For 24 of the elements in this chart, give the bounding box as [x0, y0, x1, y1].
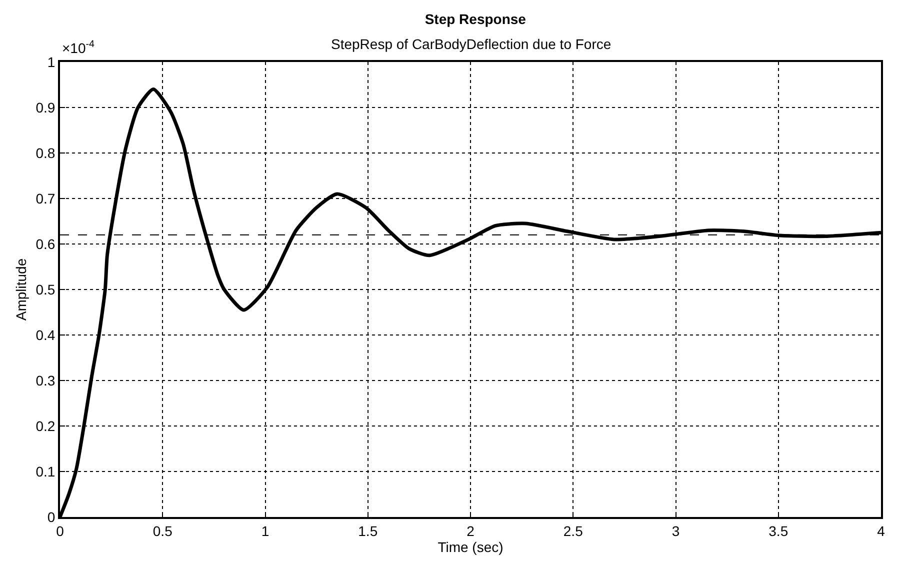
y-tick-label: 0.2 [36, 418, 56, 434]
y-tick-label: 0.4 [36, 326, 56, 343]
y-tick-label: 0.3 [36, 372, 56, 388]
chart-subtitle: StepResp of CarBodyDeflection due to Force [331, 36, 612, 52]
y-tick-label: 0 [47, 508, 56, 525]
y-tick-label: 0.1 [36, 463, 56, 480]
x-tick-label: 0.5 [152, 522, 173, 539]
x-tick-label: 2.5 [563, 522, 584, 539]
y-tick-label: 0.8 [36, 144, 56, 161]
x-tick-label: 3.5 [768, 522, 788, 539]
y-tick-label: 1 [47, 54, 56, 70]
x-axis-title: Time (sec) [438, 538, 504, 555]
x-tick-label: 2 [466, 522, 475, 539]
chart-title: Step Response [424, 10, 526, 27]
x-tick-label: 1 [261, 522, 270, 539]
y-axis-title: Amplitude [12, 258, 29, 321]
x-tick-label: 1.5 [358, 522, 378, 539]
y-tick-label: 0.9 [36, 99, 56, 116]
y-tick-label: 0.7 [36, 190, 56, 206]
y-tick-label: 0.5 [36, 281, 56, 298]
x-tick-label: 3 [672, 522, 680, 539]
y-tick-label: 0.6 [36, 236, 56, 252]
text: ×10$^{-4}$ [62, 39, 96, 56]
x-tick-label: 4 [877, 522, 886, 539]
